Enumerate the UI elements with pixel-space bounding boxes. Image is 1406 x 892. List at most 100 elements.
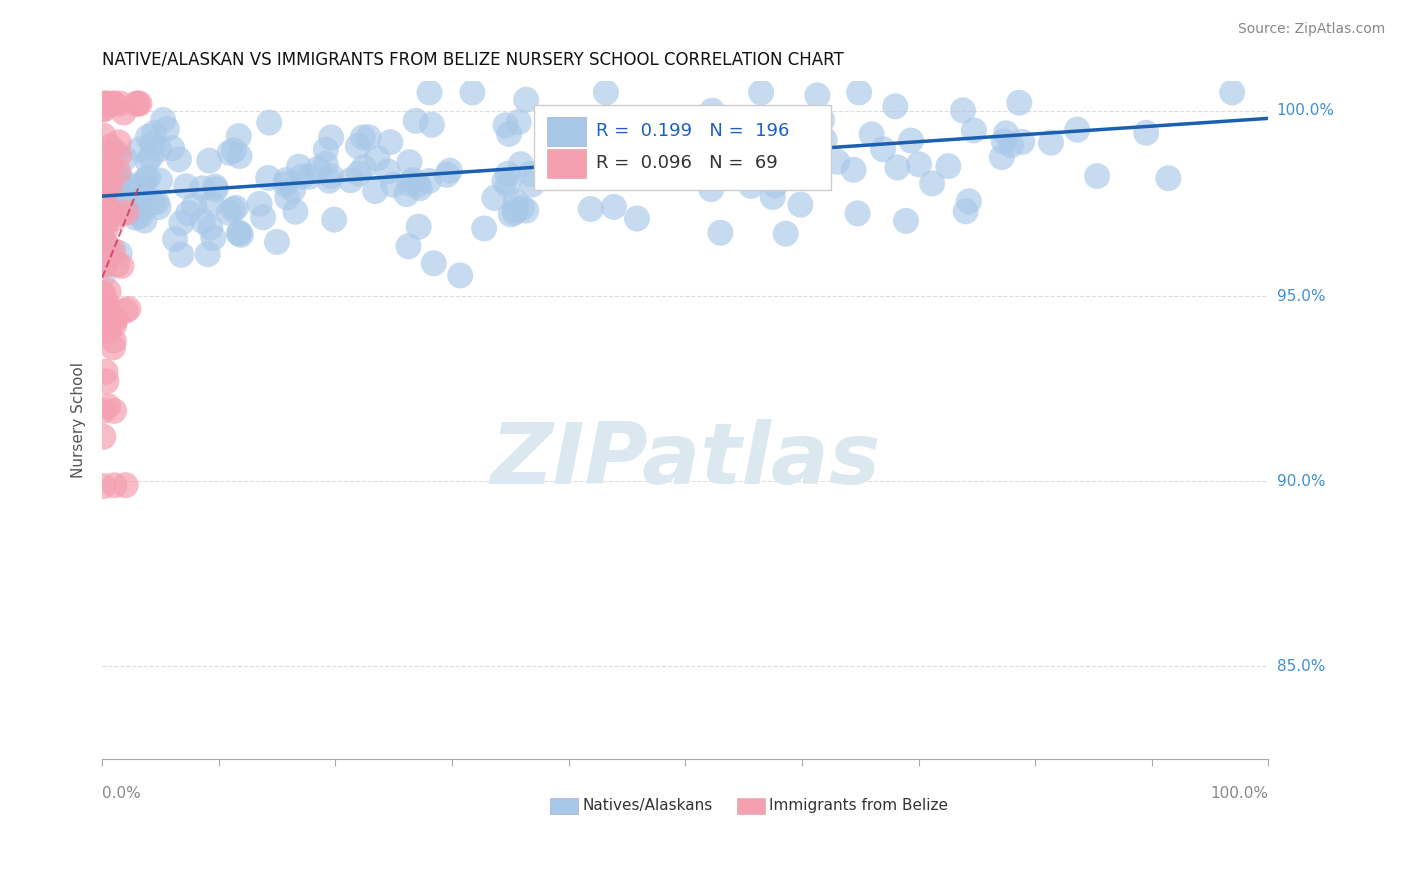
Point [93, 128, 115, 143]
Point [93, 430, 115, 444]
Point [204, 179, 226, 194]
Point [498, 127, 520, 141]
Point [93, 188, 115, 202]
Point [405, 114, 427, 128]
Point [298, 169, 321, 184]
Text: 100.0%: 100.0% [1277, 103, 1334, 119]
Point [763, 178, 786, 193]
Point [105, 145, 128, 160]
Point [93, 193, 115, 207]
Point [894, 214, 917, 228]
Point [274, 178, 297, 192]
Point [98, 139, 121, 153]
Point [751, 149, 773, 163]
Point [110, 171, 132, 186]
Point [204, 182, 226, 196]
Point [101, 205, 124, 219]
Point [762, 190, 785, 204]
Point [191, 214, 214, 228]
Point [183, 198, 205, 212]
Point [780, 132, 803, 146]
Point [603, 200, 626, 214]
Point [156, 122, 179, 136]
Point [284, 204, 307, 219]
Point [152, 113, 174, 128]
Point [579, 202, 602, 216]
Point [827, 154, 849, 169]
Point [900, 134, 922, 148]
Point [623, 160, 645, 174]
Text: R =  0.096   N =  69: R = 0.096 N = 69 [596, 154, 778, 172]
Point [380, 135, 402, 149]
Point [149, 173, 172, 187]
Point [228, 129, 250, 144]
Point [148, 142, 170, 156]
Point [811, 113, 834, 128]
Point [472, 221, 495, 235]
Point [398, 155, 420, 169]
Text: NATIVE/ALASKAN VS IMMIGRANTS FROM BELIZE NURSERY SCHOOL CORRELATION CHART: NATIVE/ALASKAN VS IMMIGRANTS FROM BELIZE… [103, 51, 844, 69]
Point [364, 184, 387, 198]
Point [1011, 135, 1033, 149]
Point [515, 203, 537, 218]
FancyBboxPatch shape [534, 105, 831, 190]
Point [955, 204, 977, 219]
Point [103, 478, 125, 492]
Point [96, 163, 118, 178]
Point [957, 194, 980, 209]
Point [461, 86, 484, 100]
Point [93, 103, 115, 117]
Point [197, 247, 219, 261]
Point [503, 205, 526, 219]
Point [418, 174, 440, 188]
Point [93, 248, 115, 262]
Point [107, 178, 129, 193]
Point [318, 174, 340, 188]
Point [97, 399, 120, 413]
FancyBboxPatch shape [547, 149, 586, 178]
Point [93, 257, 115, 271]
Point [128, 96, 150, 111]
Point [315, 157, 337, 171]
Point [347, 139, 370, 153]
FancyBboxPatch shape [550, 797, 578, 814]
Point [136, 129, 159, 144]
Point [319, 169, 342, 183]
Point [626, 211, 648, 226]
Point [136, 170, 159, 185]
Point [589, 163, 612, 178]
Point [321, 130, 343, 145]
Point [353, 161, 375, 175]
Point [436, 168, 458, 182]
Text: R =  0.199   N =  196: R = 0.199 N = 196 [596, 122, 789, 140]
Point [129, 209, 152, 223]
Point [700, 182, 723, 196]
Point [449, 268, 471, 283]
Point [846, 206, 869, 220]
Point [395, 187, 418, 202]
Point [112, 105, 135, 120]
Point [93, 219, 115, 234]
Point [100, 193, 122, 207]
Point [252, 211, 274, 225]
Point [96, 96, 118, 111]
Point [860, 128, 883, 142]
Point [402, 173, 425, 187]
Point [94, 192, 117, 206]
Point [323, 212, 346, 227]
Text: 95.0%: 95.0% [1277, 289, 1326, 303]
Point [218, 205, 240, 219]
Point [107, 165, 129, 179]
Point [131, 189, 153, 203]
Point [114, 478, 136, 492]
Point [100, 180, 122, 194]
Point [993, 134, 1015, 148]
Point [709, 226, 731, 240]
Point [307, 161, 329, 176]
Point [93, 201, 115, 215]
Point [93, 167, 115, 181]
Text: 85.0%: 85.0% [1277, 659, 1324, 673]
Point [97, 285, 120, 299]
Point [177, 206, 200, 220]
Text: 0.0%: 0.0% [103, 786, 141, 801]
